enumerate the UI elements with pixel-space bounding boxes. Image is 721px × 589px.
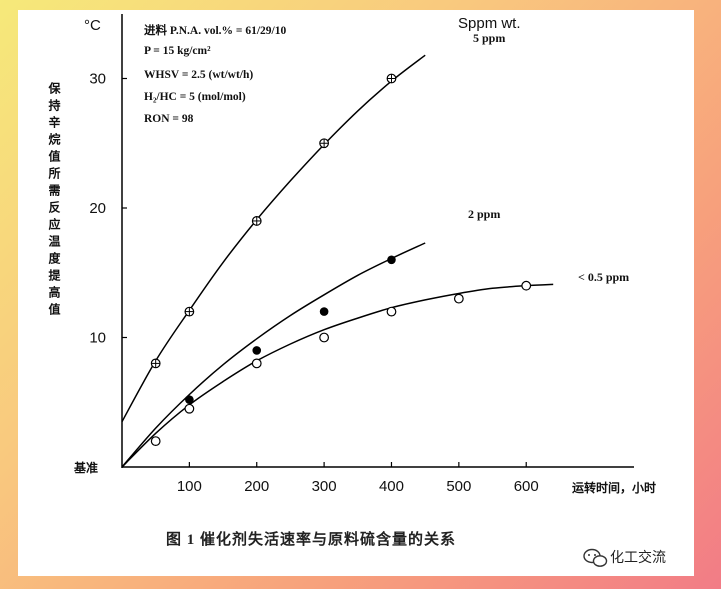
marker-lt-0-5ppm	[521, 280, 532, 291]
condition-0: 进料 P.N.A. vol.% = 61/29/10	[144, 23, 286, 37]
x-tick-label: 100	[177, 478, 202, 495]
chart-frame: °C 保持辛烷值所需反应温度提高值 基准 运转时间，小时 Sppm wt. 进料…	[18, 10, 694, 576]
series-markers	[150, 73, 532, 447]
marker-5ppm	[386, 73, 397, 84]
series-label-lt-0-5ppm: < 0.5 ppm	[578, 270, 629, 284]
marker-5ppm	[251, 216, 262, 226]
marker-5ppm	[319, 138, 330, 149]
curve-5ppm	[121, 54, 426, 423]
series-label-2ppm: 2 ppm	[468, 207, 500, 221]
condition-4: RON = 98	[144, 113, 194, 125]
x-tick-label: 400	[379, 478, 404, 495]
marker-lt-0-5ppm	[386, 306, 397, 317]
condition-1: P = 15 kg/cm²	[144, 45, 211, 57]
marker-lt-0-5ppm	[184, 403, 195, 414]
x-tick-label: 600	[514, 478, 539, 495]
marker-2ppm	[387, 255, 396, 265]
condition-2: WHSV = 2.5 (wt/wt/h)	[144, 69, 253, 81]
wechat-icon	[583, 548, 608, 567]
x-axis-label: 运转时间，小时	[572, 480, 656, 495]
marker-2ppm	[252, 346, 262, 355]
x-tick-label: 500	[446, 478, 471, 495]
x-tick-label: 200	[244, 478, 269, 495]
watermark-text: 化工交流	[610, 549, 666, 566]
series-labels: 5 ppm 2 ppm < 0.5 ppm	[468, 31, 629, 284]
marker-2ppm	[319, 307, 329, 316]
marker-lt-0-5ppm	[150, 436, 161, 447]
marker-lt-0-5ppm	[319, 332, 330, 343]
marker-5ppm	[184, 306, 195, 317]
figure-caption: 图 1 催化剂失活速率与原料硫含量的关系	[166, 530, 456, 548]
y-tick-label: 30	[89, 71, 106, 88]
sulfur-deactivation-chart: °C 保持辛烷值所需反应温度提高值 基准 运转时间，小时 Sppm wt. 进料…	[47, 14, 666, 567]
y-tick-label: 10	[89, 330, 106, 347]
condition-3: H₂/HC = 5 (mol/mol)	[144, 91, 246, 103]
marker-lt-0-5ppm	[453, 293, 464, 304]
marker-lt-0-5ppm	[251, 358, 262, 369]
curve-2ppm	[121, 242, 426, 468]
legend-title: Sppm wt.	[458, 15, 521, 32]
series-label-5ppm: 5 ppm	[473, 31, 505, 45]
y-tick-label: 20	[89, 200, 106, 217]
y-axis-label: 保持辛烷值所需反应温度提高值	[47, 81, 61, 320]
y-origin-label: 基准	[73, 460, 98, 475]
axis-ticks: 100 200 300 400 500 600 10 20 30	[89, 71, 538, 496]
y-unit: °C	[84, 17, 101, 34]
watermark: 化工交流	[583, 548, 666, 567]
x-tick-label: 300	[312, 478, 337, 495]
marker-5ppm	[150, 358, 161, 369]
marker-2ppm	[185, 395, 194, 404]
